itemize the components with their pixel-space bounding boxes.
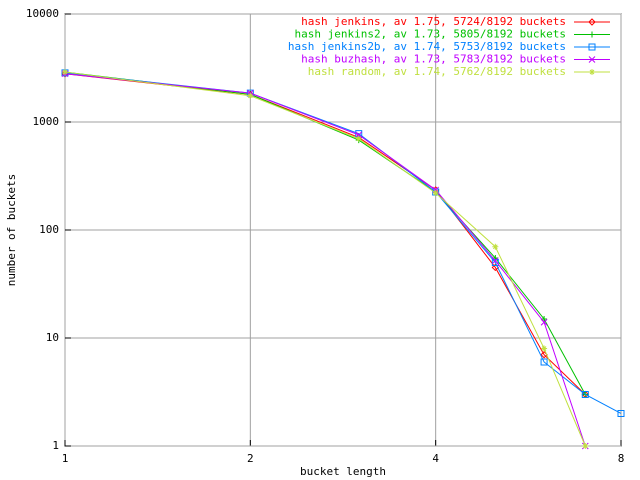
y-tick-label: 1	[52, 439, 59, 452]
data-point	[540, 318, 548, 326]
data-point	[582, 443, 589, 449]
data-point	[581, 390, 589, 398]
legend-marker	[588, 18, 596, 26]
legend-label: hash jenkins2b, av 1.74, 5753/8192 bucke…	[288, 40, 566, 53]
legend-marker	[589, 31, 595, 38]
x-tick-label: 8	[618, 452, 625, 465]
y-tick-label: 10	[46, 331, 59, 344]
x-tick-label: 1	[62, 452, 69, 465]
data-point	[540, 358, 548, 366]
y-tick-label: 1000	[33, 115, 60, 128]
data-point	[541, 345, 548, 352]
data-point	[61, 69, 69, 77]
y-axis-label: number of buckets	[5, 174, 18, 287]
legend-label: hash jenkins2, av 1.73, 5805/8192 bucket…	[294, 28, 566, 41]
x-tick-label: 4	[432, 452, 439, 465]
legend-label: hash random, av 1.74, 5762/8192 buckets	[308, 65, 566, 78]
x-tick-label: 2	[247, 452, 254, 465]
data-point	[432, 190, 439, 197]
data-point	[355, 135, 362, 142]
series-line	[64, 71, 586, 447]
legend-label: hash jenkins, av 1.75, 5724/8192 buckets	[301, 15, 566, 28]
y-tick-label: 10000	[26, 7, 59, 20]
data-point	[491, 257, 499, 265]
y-tick-label: 100	[39, 223, 59, 236]
legend-marker	[588, 43, 596, 51]
legend-marker	[588, 56, 596, 63]
data-point	[617, 409, 625, 417]
data-point	[62, 69, 68, 76]
series-line	[64, 73, 586, 447]
legend-marker	[589, 69, 595, 75]
legend-label: hash buzhash, av 1.73, 5783/8192 buckets	[301, 53, 566, 66]
data-point	[247, 92, 254, 99]
x-axis-label: bucket length	[300, 465, 386, 478]
data-point	[492, 243, 499, 250]
series-line	[64, 71, 586, 395]
series-line	[64, 72, 622, 414]
